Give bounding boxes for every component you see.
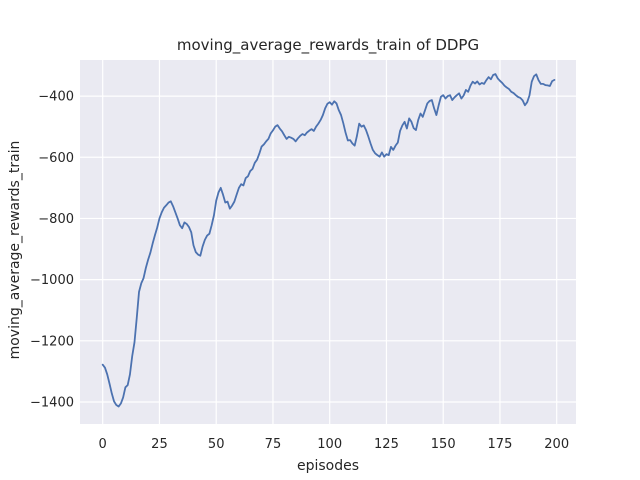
y-tick-label: −1200 <box>30 334 74 349</box>
y-tick-labels: −400 −600 −800 −1000 −1200 −1400 <box>30 90 74 411</box>
x-tick-labels: 0 25 50 75 100 125 150 175 200 <box>99 437 570 452</box>
x-tick-label: 75 <box>265 437 282 452</box>
y-tick-label: −800 <box>38 212 74 227</box>
plot-panel <box>80 60 576 424</box>
x-tick-label: 150 <box>431 437 456 452</box>
x-tick-label: 125 <box>374 437 399 452</box>
chart-title: moving_average_rewards_train of DDPG <box>177 36 479 55</box>
x-tick-label: 0 <box>99 437 107 452</box>
y-tick-label: −600 <box>38 151 74 166</box>
x-axis-label: episodes <box>297 458 359 474</box>
x-tick-label: 25 <box>151 437 168 452</box>
data-line-moving_average_rewards_train <box>101 73 556 408</box>
y-tick-label: −1400 <box>30 395 74 410</box>
grid <box>80 60 576 424</box>
x-tick-label: 200 <box>544 437 569 452</box>
y-axis-label: moving_average_rewards_train <box>7 141 23 360</box>
x-tick-label: 100 <box>317 437 342 452</box>
y-tick-label: −1000 <box>30 273 74 288</box>
data-series <box>101 73 556 408</box>
y-tick-label: −400 <box>38 90 74 105</box>
x-tick-label: 175 <box>488 437 513 452</box>
plot-background <box>80 60 576 424</box>
x-tick-label: 50 <box>208 437 225 452</box>
